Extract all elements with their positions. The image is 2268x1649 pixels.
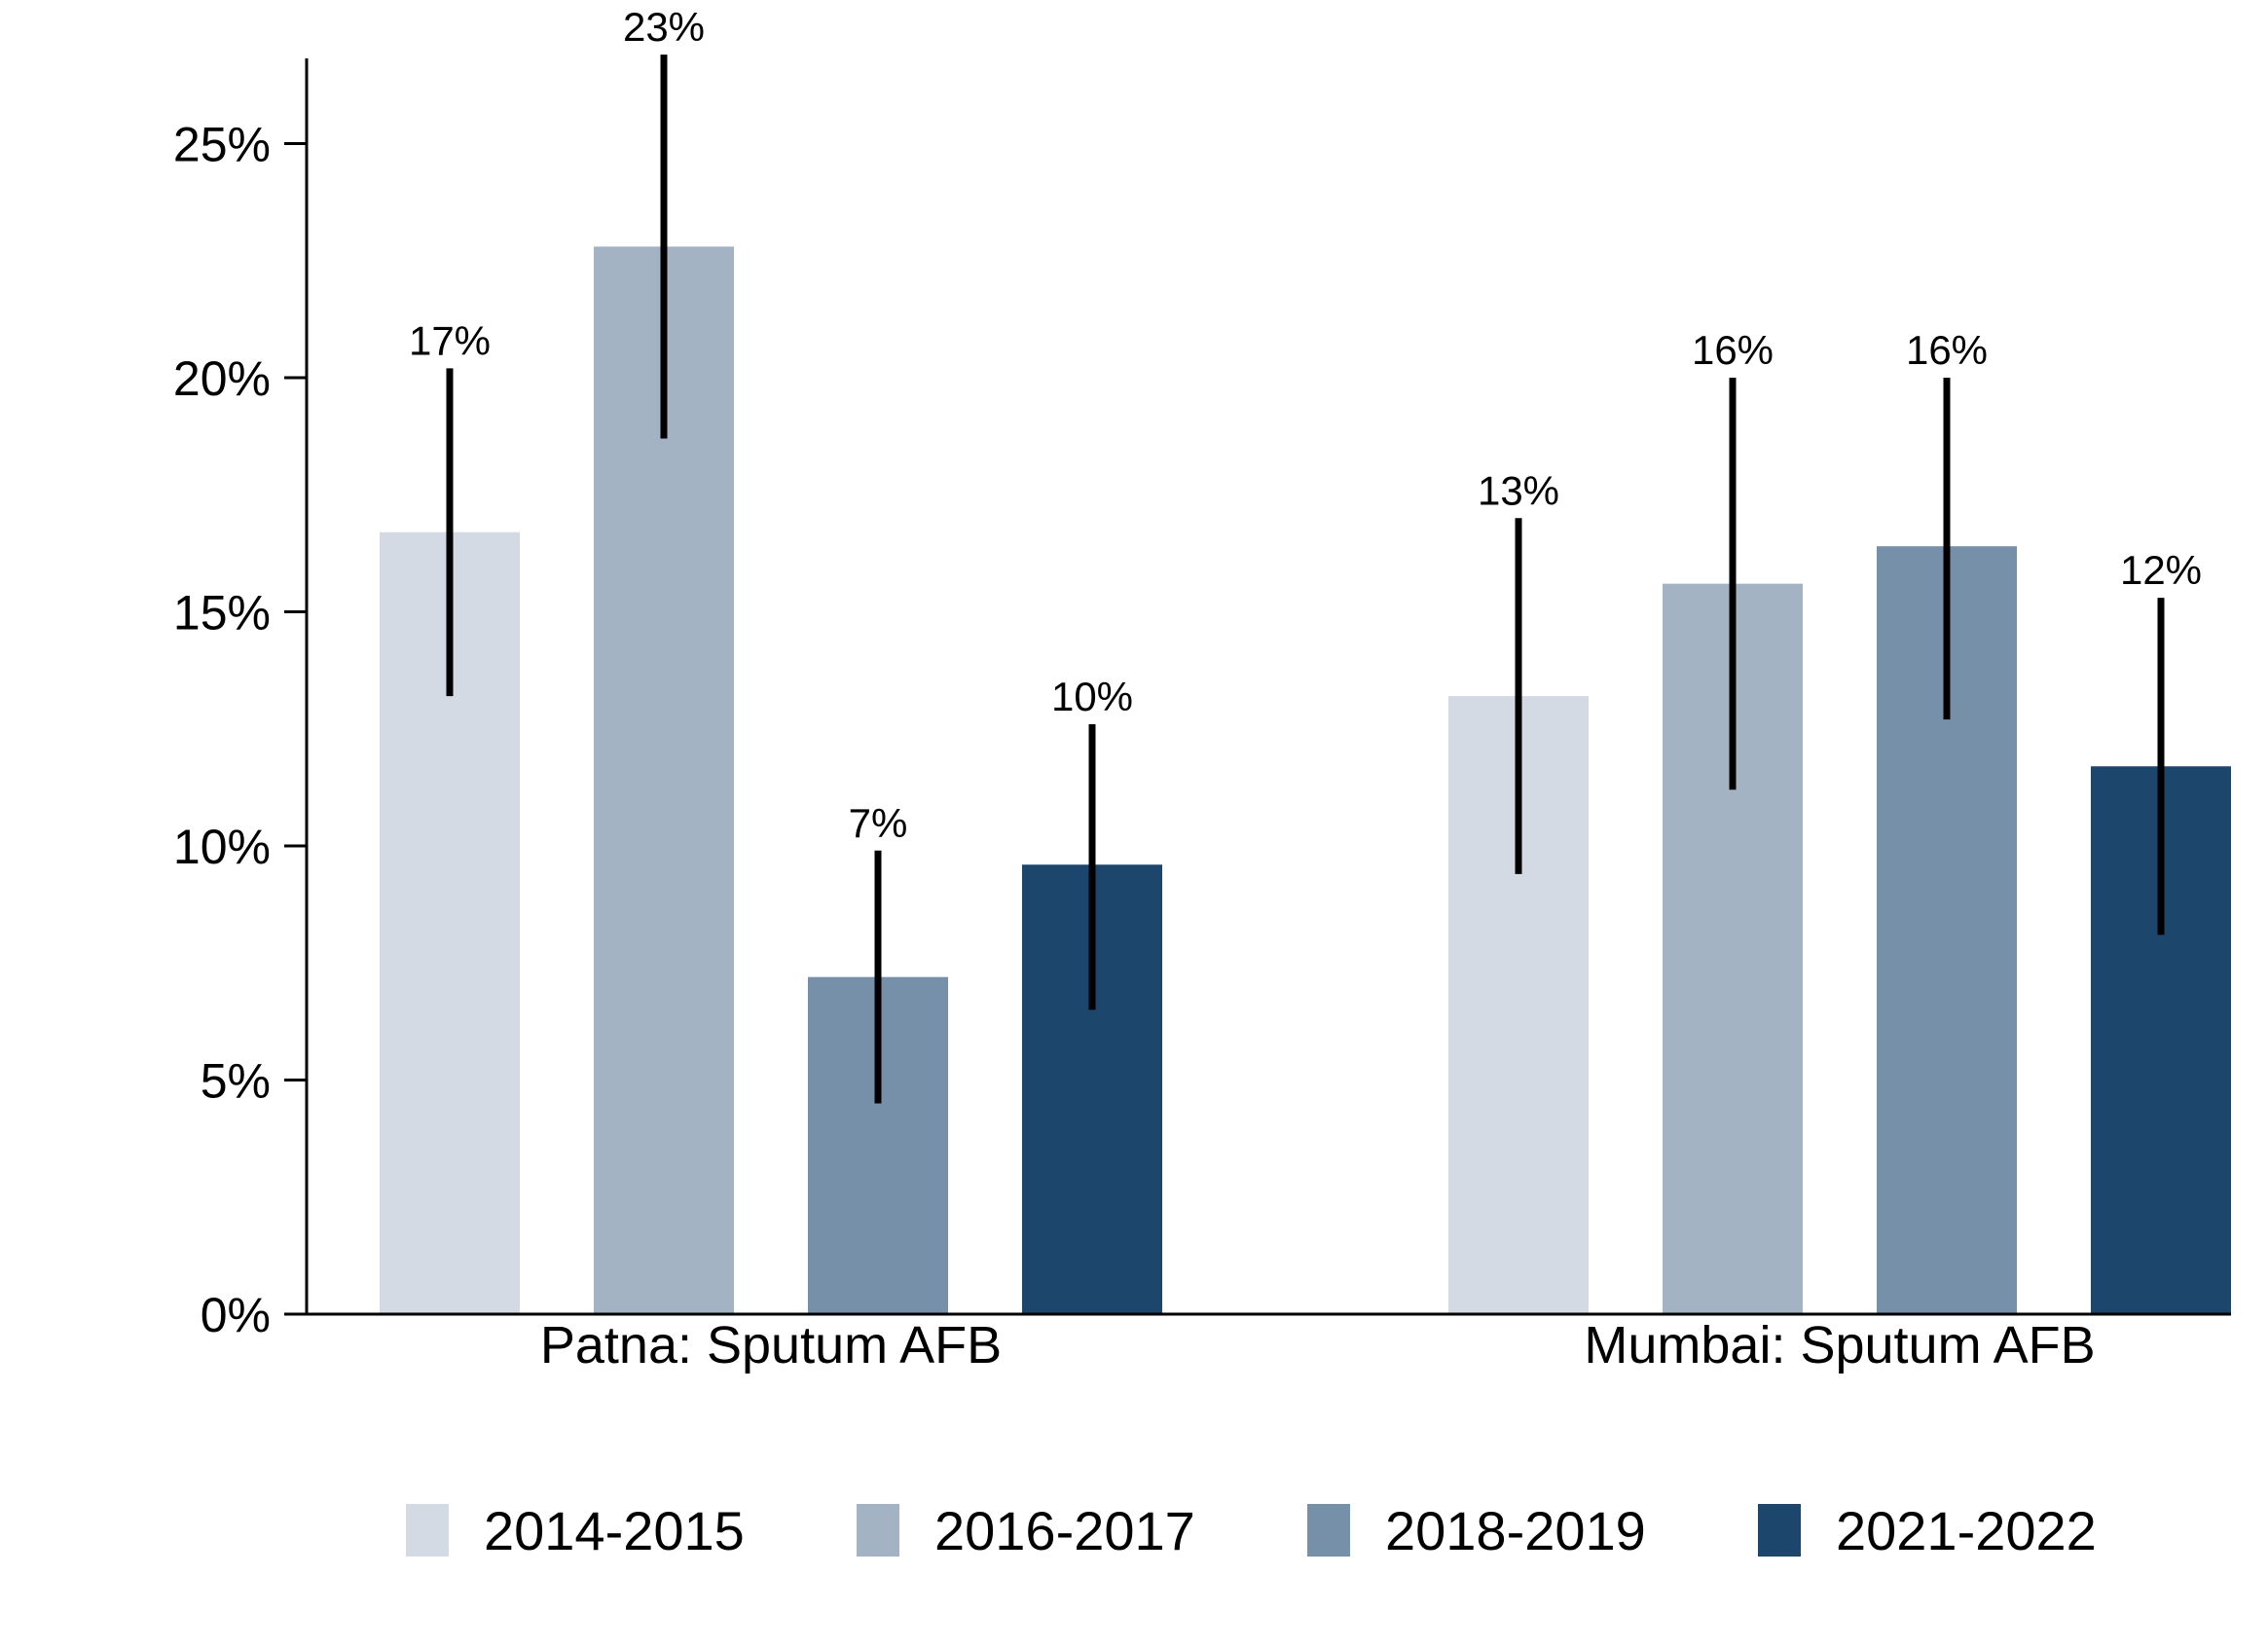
legend-label: 2014-2015 [484,1500,745,1561]
y-tick-label: 10% [173,820,271,874]
y-tick-label: 0% [201,1288,271,1342]
legend-swatch [406,1504,449,1557]
y-tick-label: 15% [173,586,271,641]
category-label: Patna: Sputum AFB [540,1316,1002,1374]
bars-layer [380,246,2231,1314]
data-labels-layer: 17% 13% 23% 16% 7% 16% 10% 12% [409,4,2202,846]
data-label-2016-2017-1: 16% [1692,327,1774,373]
y-tick-label: 25% [173,118,271,172]
legend-label: 2016-2017 [934,1500,1195,1561]
legend: 2014-2015 2016-2017 2018-2019 2021-2022 [406,1500,2097,1561]
legend-swatch [1307,1504,1350,1557]
data-label-2021-2022-1: 12% [2120,547,2202,593]
data-label-2014-2015-1: 13% [1478,467,1559,513]
legend-label: 2018-2019 [1385,1500,1646,1561]
data-label-2016-2017-0: 23% [623,4,705,50]
data-label-2021-2022-0: 10% [1051,674,1133,719]
y-tick-label: 5% [201,1054,271,1109]
error-bars-layer [446,55,2165,1104]
y-tick-label: 20% [173,351,271,406]
data-label-2018-2019-1: 16% [1906,327,1988,373]
legend-swatch [857,1504,899,1557]
legend-swatch [1758,1504,1801,1557]
data-label-2018-2019-0: 7% [849,800,908,846]
legend-label: 2021-2022 [1836,1500,2097,1561]
data-label-2014-2015-0: 17% [409,317,491,363]
axes-layer [284,58,2231,1316]
category-label: Mumbai: Sputum AFB [1584,1316,2095,1374]
category-labels-layer: Patna: Sputum AFB Mumbai: Sputum AFB [540,1316,2096,1374]
y-ticks-layer: 0% 5% 10% 15% 20% 25% [173,118,307,1342]
